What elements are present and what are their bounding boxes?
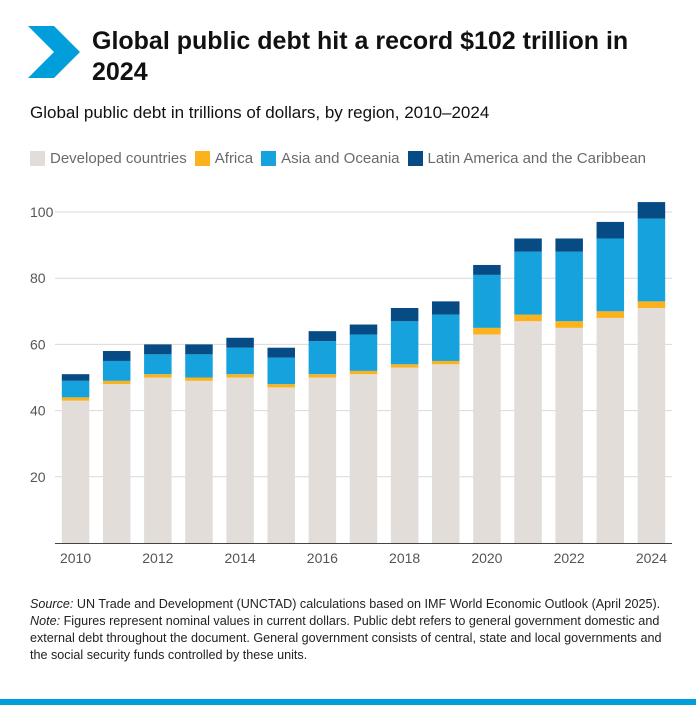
bar-segment [144, 344, 172, 355]
bar-segment [185, 344, 213, 355]
bar-segment [144, 377, 172, 543]
legend-label: Asia and Oceania [281, 150, 400, 167]
bar-segment [61, 374, 90, 381]
bar-segment [390, 367, 419, 543]
bar-segment [555, 251, 583, 322]
bar-segment [185, 354, 213, 378]
bar-segment [308, 341, 337, 375]
bar-segment [390, 364, 419, 368]
legend-label: Latin America and the Caribbean [427, 150, 647, 167]
bar-segment [349, 324, 378, 335]
bar-segment [596, 238, 625, 312]
bar-segment [308, 374, 337, 378]
bar-segment [102, 380, 131, 385]
bar-segment [514, 251, 542, 315]
bar-segment [596, 221, 625, 239]
legend-label: Africa [214, 150, 254, 167]
legend-item-latin-america: Latin America and the Caribbean [407, 150, 647, 167]
bar-segment [432, 301, 460, 315]
stacked-bar-chart: 20 40 60 80 100 2010 2012 2014 2016 2018 2020 2022 2… [30, 202, 672, 566]
x-tick-label: 2018 [389, 550, 420, 566]
legend-swatch [30, 151, 45, 166]
bar-segment [473, 264, 501, 275]
legend-swatch [194, 151, 210, 166]
x-tick-label: 2014 [225, 550, 256, 566]
chart-subtitle: Global public debt in trillions of dolla… [30, 103, 490, 122]
legend-item-africa: Africa [194, 150, 254, 167]
bar-segment [555, 238, 583, 252]
legend-swatch [407, 151, 423, 166]
x-tick-label: 2020 [471, 550, 502, 566]
x-tick-label: 2022 [554, 550, 585, 566]
bar-segment [473, 327, 501, 335]
bar-segment [637, 218, 666, 302]
bar-segment [267, 387, 295, 543]
y-tick-label: 60 [30, 336, 46, 352]
legend-item-asia-oceania: Asia and Oceania [261, 150, 400, 167]
bar-segment [514, 238, 542, 252]
page-title: Global public debt hit a record $102 tri… [92, 27, 629, 86]
legend-swatch [261, 151, 277, 166]
bar-segment [267, 347, 295, 358]
bar-segment [102, 360, 131, 381]
bar-segment [185, 380, 213, 543]
bar-segment [637, 301, 666, 308]
bar-segment [102, 384, 131, 543]
bar-segment [226, 347, 254, 375]
bar-segment [637, 307, 666, 543]
x-tick-label: 2010 [60, 550, 91, 566]
chart-legend: Developed countries Africa Asia and Ocea… [30, 150, 654, 167]
bar-segment [308, 331, 337, 342]
x-tick-label: 2012 [142, 550, 173, 566]
chevron-logo-icon [28, 26, 80, 78]
chart-notes: Source: UN Trade and Development (UNCTAD… [30, 596, 670, 664]
bar-segment [61, 380, 90, 398]
y-tick-label: 40 [30, 403, 46, 419]
bar-segment [596, 311, 625, 318]
y-tick-label: 80 [30, 270, 46, 286]
bar-segment [473, 274, 501, 328]
x-tick-label: 2024 [636, 550, 667, 566]
bar-segment [349, 374, 378, 543]
bar-segment [596, 317, 625, 543]
bar-segment [432, 360, 460, 365]
x-tick-label: 2016 [307, 550, 338, 566]
y-tick-label: 100 [30, 204, 54, 220]
bar-segment [144, 354, 172, 375]
bar-segment [555, 327, 583, 543]
legend-label: Developed countries [50, 150, 187, 167]
bar-segment [185, 377, 213, 381]
bar-segment [267, 384, 295, 388]
bar-segment [61, 397, 90, 401]
y-tick-label: 20 [30, 469, 46, 485]
bar-segment [390, 307, 419, 322]
bar-segment [473, 334, 501, 543]
bar-segment [144, 374, 172, 378]
bar-segment [226, 374, 254, 378]
bar-segment [637, 202, 666, 219]
bar-segment [226, 337, 254, 348]
bar-segment [226, 377, 254, 543]
bar-segment [61, 400, 90, 543]
note-label: Note: [30, 614, 61, 628]
bar-segment [432, 314, 460, 361]
source-text: UN Trade and Development (UNCTAD) calcul… [73, 597, 661, 611]
bar-segment [514, 321, 542, 543]
bar-segment [432, 364, 460, 543]
note-text: Figures represent nominal values in curr… [30, 614, 662, 662]
source-note: Source: UN Trade and Development (UNCTAD… [30, 596, 670, 613]
bottom-accent-bar [0, 699, 696, 705]
bar-segment [349, 334, 378, 371]
source-label: Source: [30, 597, 74, 611]
methodology-note: Note: Figures represent nominal values i… [30, 613, 670, 664]
bar-segment [555, 321, 583, 328]
bar-segment [102, 351, 131, 361]
bar-segment [349, 370, 378, 375]
bar-segment [514, 314, 542, 322]
bar-segment [308, 377, 337, 543]
legend-item-developed: Developed countries [30, 150, 187, 167]
bar-segment [390, 321, 419, 365]
bar-segment [267, 357, 295, 385]
